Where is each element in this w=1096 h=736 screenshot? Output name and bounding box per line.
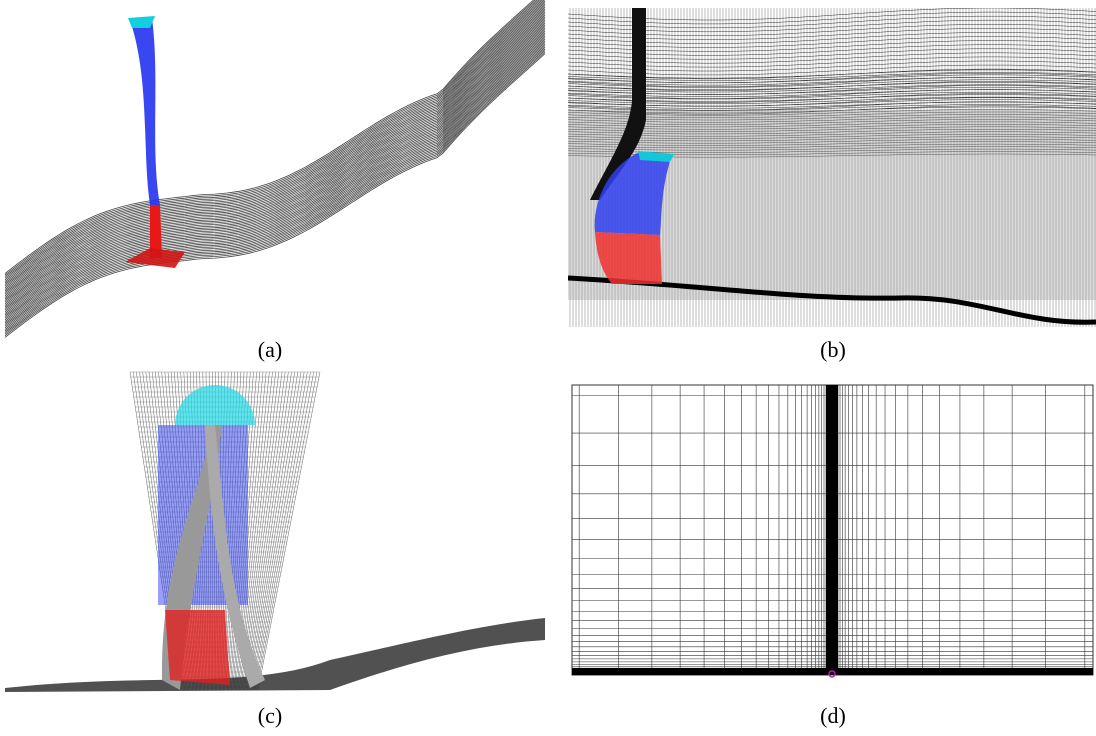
panel-label: (c): [258, 703, 282, 728]
mesh-line: [253, 372, 308, 690]
panel-label: (d): [820, 703, 846, 728]
mesh-surface: [5, 0, 545, 337]
figure: (a) (b) (c) (d): [0, 0, 1096, 736]
mesh-line: [257, 372, 317, 690]
dense-band: [826, 385, 838, 675]
panel-label: (b): [820, 337, 846, 362]
blade-red: [165, 610, 230, 685]
panel-label: (a): [258, 337, 282, 362]
panel-a: [5, 0, 545, 337]
blade-blue: [130, 18, 160, 205]
ground: [5, 618, 545, 692]
mesh-line: [251, 372, 304, 690]
panel-c: [5, 372, 545, 692]
panel-b: [568, 8, 1096, 327]
panel-d: [572, 385, 1093, 677]
figure-canvas: (a) (b) (c) (d): [0, 0, 1096, 736]
mesh-line: [254, 372, 311, 690]
